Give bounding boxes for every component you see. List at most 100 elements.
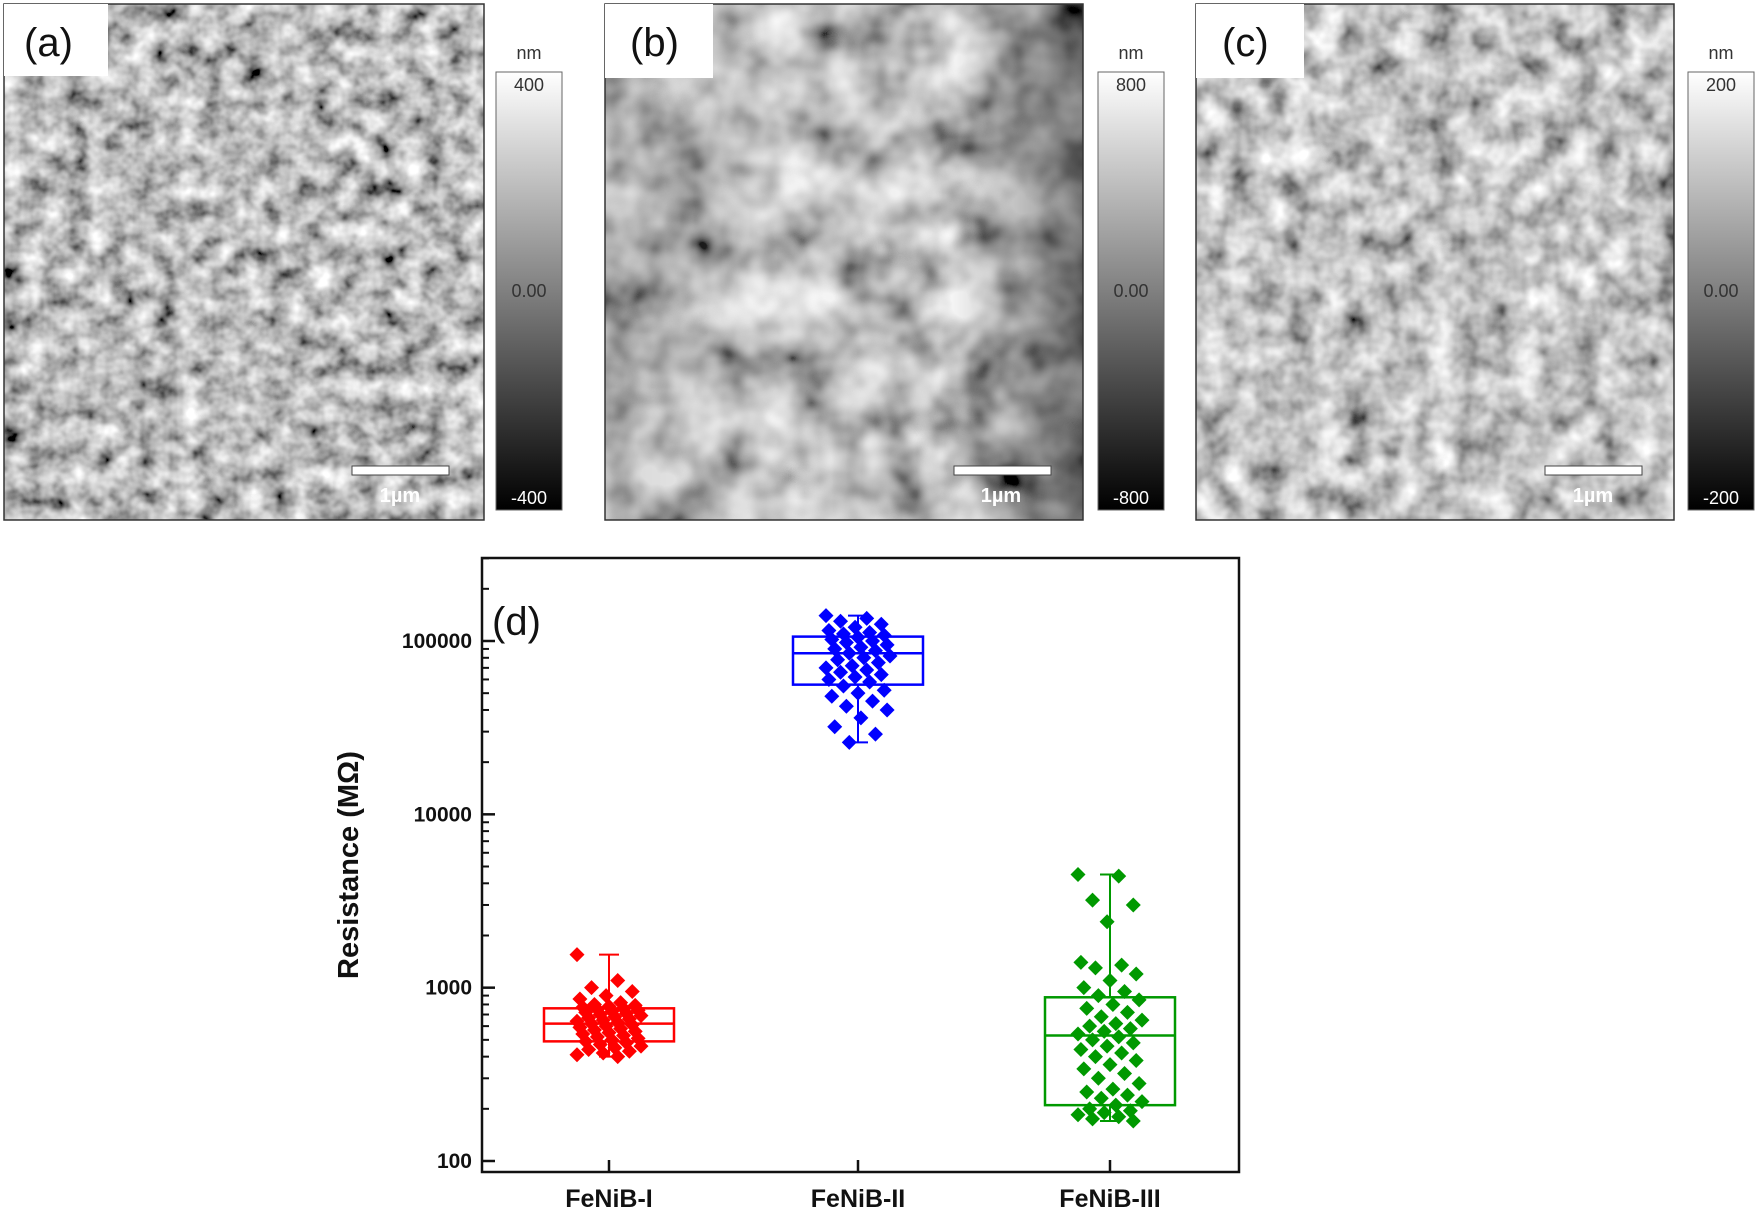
data-point-FeNiB-I: [633, 1038, 649, 1054]
data-point-FeNiB-III: [1070, 866, 1086, 882]
data-point-FeNiB-III: [1117, 1065, 1133, 1081]
data-point-FeNiB-II: [862, 674, 878, 690]
data-point-FeNiB-III: [1076, 980, 1092, 996]
colorbar-min-a: -400: [511, 488, 547, 508]
scale-bar-label-c: 1µm: [1573, 485, 1613, 507]
data-point-FeNiB-III: [1131, 992, 1147, 1008]
data-point-FeNiB-II: [838, 698, 854, 714]
afm-image-c: [1196, 4, 1674, 520]
colorbar-unit-a: nm: [516, 43, 541, 63]
colorbar-mid-a: 0.00: [511, 281, 546, 301]
panel-label-box-c: [1196, 4, 1304, 78]
data-point-FeNiB-III: [1122, 1021, 1138, 1037]
data-point-FeNiB-I: [598, 988, 614, 1004]
data-point-FeNiB-III: [1093, 1009, 1109, 1025]
data-point-FeNiB-II: [818, 608, 834, 624]
data-point-FeNiB-III: [1096, 1105, 1112, 1121]
data-point-FeNiB-I: [569, 1047, 585, 1063]
data-point-FeNiB-I: [584, 980, 600, 996]
data-point-FeNiB-II: [827, 641, 843, 657]
data-point-FeNiB-III: [1131, 1075, 1147, 1091]
data-point-FeNiB-II: [865, 693, 881, 709]
data-point-FeNiB-II: [867, 643, 883, 659]
data-point-FeNiB-II: [873, 616, 889, 632]
y-tick-label-10000: 10000: [414, 803, 472, 826]
data-point-FeNiB-III: [1111, 1109, 1127, 1125]
data-point-FeNiB-III: [1128, 1053, 1144, 1069]
data-point-FeNiB-III: [1093, 1090, 1109, 1106]
panel-label-d: (d): [492, 600, 541, 644]
panel-label-box-a: [4, 4, 108, 76]
colorbar-mid-b: 0.00: [1113, 281, 1148, 301]
panel-label-box-b: [605, 4, 713, 78]
data-point-FeNiB-II: [844, 658, 860, 674]
data-point-FeNiB-III: [1105, 996, 1121, 1012]
colorbar-max-c: 200: [1706, 75, 1736, 95]
plot-marks: 100 1000 10000 100000 FeNiB-I FeNiB-II FeNiB-I…: [402, 557, 1177, 1213]
data-point-FeNiB-I: [624, 984, 640, 1000]
data-point-FeNiB-III: [1105, 1081, 1121, 1097]
y-axis-title: Resistance (MΩ): [333, 751, 365, 979]
data-point-FeNiB-II: [827, 719, 843, 735]
data-point-FeNiB-III: [1111, 1029, 1127, 1045]
data-point-FeNiB-III: [1125, 1113, 1141, 1129]
x-tick-label-FeNiB-I: FeNiB-I: [565, 1185, 653, 1213]
data-point-FeNiB-II: [882, 648, 898, 664]
data-point-FeNiB-II: [821, 671, 837, 687]
data-point-FeNiB-III: [1090, 1070, 1106, 1086]
data-point-FeNiB-III: [1099, 914, 1115, 930]
colorbar-gradient-b: [1097, 71, 1165, 511]
data-point-FeNiB-I: [595, 1045, 611, 1061]
data-point-FeNiB-I: [607, 1009, 623, 1025]
data-point-FeNiB-II: [867, 726, 883, 742]
plot-frame: [480, 556, 1241, 1174]
data-point-FeNiB-III: [1125, 1035, 1141, 1051]
data-point-FeNiB-II: [833, 613, 849, 629]
data-point-FeNiB-III: [1119, 1004, 1135, 1020]
data-point-FeNiB-II: [879, 637, 895, 653]
data-point-FeNiB-III: [1102, 972, 1118, 988]
data-point-FeNiB-II: [859, 610, 875, 626]
colorbar-unit-c: nm: [1708, 43, 1733, 63]
data-point-FeNiB-II: [853, 710, 869, 726]
afm-image-a: [4, 4, 484, 520]
data-point-FeNiB-III: [1096, 1023, 1112, 1039]
data-point-FeNiB-I: [581, 1041, 597, 1057]
data-point-FeNiB-II: [841, 645, 857, 661]
data-point-FeNiB-III: [1108, 1016, 1124, 1032]
afm-panel-a: (a) 1µm nm 400 0.00 -400: [3, 3, 563, 521]
colorbar-c: nm 200 0.00 -200: [1687, 43, 1755, 511]
colorbar-gradient-c: [1687, 71, 1755, 511]
data-point-FeNiB-II: [870, 655, 886, 671]
data-point-FeNiB-III: [1114, 957, 1130, 973]
data-point-FeNiB-III: [1073, 1041, 1089, 1057]
data-point-FeNiB-II: [841, 734, 857, 750]
colorbar-min-b: -800: [1113, 488, 1149, 508]
y-tick-label-100000: 100000: [402, 630, 472, 653]
colorbar-unit-b: nm: [1118, 43, 1143, 63]
y-tick-label-1000: 1000: [425, 977, 472, 1000]
data-point-FeNiB-II: [876, 682, 892, 698]
data-point-FeNiB-III: [1128, 966, 1144, 982]
data-point-FeNiB-II: [818, 660, 834, 676]
scale-bar-c: [1544, 465, 1643, 476]
scale-bar-label-a: 1µm: [380, 485, 420, 507]
data-point-FeNiB-III: [1085, 1111, 1101, 1127]
data-point-FeNiB-III: [1079, 1084, 1095, 1100]
scale-bar-a: [351, 465, 450, 476]
panel-label-b: (b): [630, 21, 679, 65]
data-point-FeNiB-III: [1070, 1107, 1086, 1123]
data-point-FeNiB-III: [1073, 954, 1089, 970]
y-tick-label-100: 100: [437, 1150, 472, 1173]
data-point-FeNiB-I: [569, 947, 585, 963]
data-point-FeNiB-III: [1119, 1087, 1135, 1103]
data-point-FeNiB-II: [838, 635, 854, 651]
panel-label-a: (a): [24, 21, 73, 65]
data-point-FeNiB-III: [1070, 1026, 1086, 1042]
x-tick-label-FeNiB-III: FeNiB-III: [1059, 1185, 1160, 1213]
data-point-FeNiB-III: [1125, 897, 1141, 913]
data-point-FeNiB-II: [856, 650, 872, 666]
colorbar-max-a: 400: [514, 75, 544, 95]
data-point-FeNiB-III: [1085, 892, 1101, 908]
data-point-FeNiB-III: [1134, 1012, 1150, 1028]
